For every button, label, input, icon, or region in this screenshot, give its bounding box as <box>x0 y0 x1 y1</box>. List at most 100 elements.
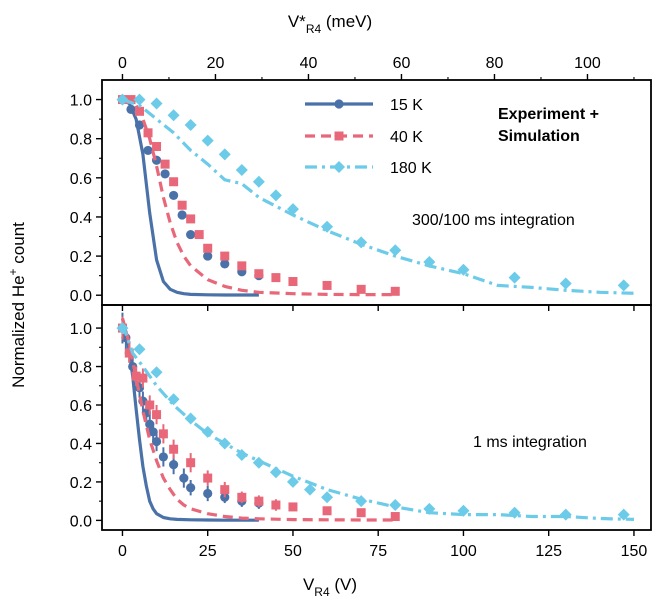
top-point-180K <box>559 277 572 290</box>
top-point-180K <box>218 148 231 161</box>
top-point-15K <box>186 229 196 240</box>
bottom-point-40K <box>186 458 196 468</box>
bottom-point-180K <box>133 343 146 356</box>
top-point-40K <box>126 95 136 105</box>
legend-label-40K: 40 K <box>390 129 423 146</box>
y-axis-label: Normalized He+ count <box>6 222 28 388</box>
bottom-point-180K <box>508 506 521 519</box>
bottom-point-15K <box>145 419 155 429</box>
x-tick-label: 125 <box>535 543 562 560</box>
top-sim-line-15K <box>121 98 259 297</box>
bottom-point-15K <box>151 436 162 447</box>
bottom-point-180K <box>150 366 163 379</box>
top-point-180K <box>321 220 334 233</box>
top-x-tick-label: 20 <box>207 55 225 72</box>
bottom-point-40K <box>124 348 134 358</box>
top-point-180K <box>423 255 436 268</box>
bottom-point-180K <box>167 393 180 406</box>
top-point-180K <box>508 271 521 284</box>
x-tick-label: 150 <box>621 543 648 560</box>
bottom-point-40K <box>158 429 168 439</box>
top-point-180K <box>150 97 163 110</box>
top-x-tick-label: 100 <box>574 55 601 72</box>
top-y-tick-label: 0.8 <box>70 132 92 149</box>
top-point-180K <box>133 93 146 106</box>
top-point-15K <box>177 210 187 220</box>
bottom-point-40K <box>390 512 400 522</box>
bottom-point-180K <box>321 491 334 504</box>
bottom-point-40K <box>322 506 332 516</box>
bottom-y-tick-label: 0.2 <box>70 475 92 492</box>
bottom-y-tick-label: 0.8 <box>70 360 92 377</box>
top-point-180K <box>201 134 214 147</box>
bottom-point-15K <box>158 452 168 462</box>
top-y-tick-label: 0.0 <box>70 288 92 305</box>
bottom-point-40K <box>254 496 264 506</box>
x-tick-label: 50 <box>284 543 302 560</box>
top-point-180K <box>116 93 129 106</box>
top-x-tick-label: 60 <box>393 55 411 72</box>
bottom-point-40K <box>356 508 366 518</box>
top-y-tick-label: 0.6 <box>70 171 92 188</box>
secondary-x-axis: 0 20 40 60 80 100 <box>118 55 635 80</box>
bottom-point-180K <box>286 475 299 488</box>
bottom-annotation: 1 ms integration <box>473 434 587 451</box>
bottom-point-15K <box>179 473 189 483</box>
top-point-15K <box>203 251 213 261</box>
top-point-15K <box>169 190 179 201</box>
bottom-point-180K <box>304 483 317 496</box>
top-point-15K <box>220 259 230 269</box>
bottom-point-180K <box>559 508 572 521</box>
bottom-point-40K <box>131 371 141 381</box>
x-tick-label: 100 <box>450 543 477 560</box>
top-point-180K <box>355 236 368 249</box>
bottom-point-40K <box>138 373 148 383</box>
x-tick-label: 25 <box>199 543 217 560</box>
x-tick-label: 75 <box>369 543 387 560</box>
legend-marker-15K <box>334 99 344 109</box>
bottom-y-tick-label: 0.0 <box>70 513 92 530</box>
bottom-point-40K <box>288 502 298 512</box>
legend-marker-40K <box>334 131 344 141</box>
top-point-40K <box>254 269 264 279</box>
bottom-point-180K <box>235 449 248 461</box>
bottom-plot-area <box>116 312 635 522</box>
bottom-point-15K <box>203 488 213 499</box>
bottom-point-40K <box>271 500 281 510</box>
top-x-tick-label: 40 <box>300 55 318 72</box>
top-plot-area <box>116 93 635 297</box>
top-axis-label: V*R4 (meV) <box>288 12 372 36</box>
top-point-40K <box>135 106 145 116</box>
bottom-point-180K <box>423 502 436 515</box>
bottom-y-tick-label: 0.6 <box>70 398 92 415</box>
bottom-point-15K <box>169 460 179 470</box>
bottom-sim-line-40K <box>120 318 396 522</box>
top-point-40K <box>143 128 153 138</box>
legend: 15 K 40 K 180 K <box>305 97 432 177</box>
top-point-180K <box>235 164 248 176</box>
bottom-point-40K <box>145 400 155 410</box>
top-point-40K <box>194 230 204 240</box>
top-point-15K <box>126 104 136 114</box>
bottom-panel: 0.0 0.2 0.4 0.6 0.8 1.0 0 25 50 75 100 125 150 <box>70 304 652 560</box>
top-point-40K <box>220 251 230 261</box>
bottom-point-180K <box>457 504 470 517</box>
top-panel: 0.0 0.2 0.4 0.6 0.8 1.0 <box>70 79 652 311</box>
top-point-40K <box>177 200 187 210</box>
bottom-y-tick-label: 1.0 <box>70 321 92 338</box>
top-point-40K <box>186 214 196 224</box>
legend-label-180K: 180 K <box>390 160 432 177</box>
bottom-frame <box>101 304 652 531</box>
top-point-40K <box>203 243 213 253</box>
bottom-point-40K <box>220 485 230 495</box>
bottom-point-40K <box>203 473 213 483</box>
top-point-180K <box>184 119 197 131</box>
bottom-point-180K <box>218 437 231 450</box>
bottom-y-tick-label: 0.4 <box>70 436 92 453</box>
top-point-40K <box>169 177 179 187</box>
top-y-tick-label: 0.4 <box>70 210 92 227</box>
x-tick-label: 0 <box>118 543 127 560</box>
legend-marker-180K <box>333 161 345 173</box>
top-sim-line-180K <box>121 98 635 295</box>
